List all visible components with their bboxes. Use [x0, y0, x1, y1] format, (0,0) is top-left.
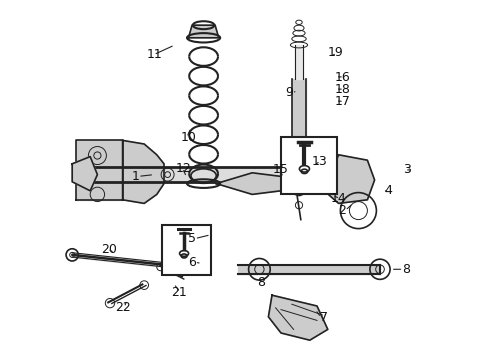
Text: 3: 3 [403, 163, 411, 176]
Text: 6: 6 [188, 256, 196, 269]
Text: 7: 7 [320, 311, 328, 324]
Polygon shape [216, 173, 292, 194]
Text: 9: 9 [285, 86, 293, 99]
Polygon shape [122, 140, 164, 203]
Text: 21: 21 [171, 286, 187, 299]
Text: 2: 2 [339, 204, 346, 217]
Text: 14: 14 [331, 192, 346, 205]
Text: 13: 13 [311, 155, 327, 168]
Text: 20: 20 [101, 243, 117, 256]
Text: 1: 1 [132, 170, 140, 183]
Text: 22: 22 [115, 301, 130, 314]
Polygon shape [324, 155, 374, 203]
Text: 10: 10 [180, 131, 196, 144]
Text: 17: 17 [335, 95, 350, 108]
Bar [162, 225, 211, 275]
Text: 12: 12 [176, 162, 192, 175]
Text: 5: 5 [188, 232, 196, 245]
Polygon shape [292, 79, 306, 184]
Polygon shape [295, 45, 303, 79]
Text: 18: 18 [335, 83, 350, 96]
Text: 8: 8 [258, 276, 266, 289]
Text: 11: 11 [147, 48, 163, 61]
Polygon shape [189, 25, 219, 38]
Polygon shape [76, 140, 122, 200]
Text: 19: 19 [327, 46, 343, 59]
Text: 16: 16 [335, 71, 350, 84]
Text: 8: 8 [402, 263, 410, 276]
Bar [281, 137, 337, 194]
Polygon shape [269, 295, 328, 340]
Polygon shape [72, 157, 98, 191]
Text: 15: 15 [272, 163, 288, 176]
Text: 4: 4 [384, 184, 392, 197]
